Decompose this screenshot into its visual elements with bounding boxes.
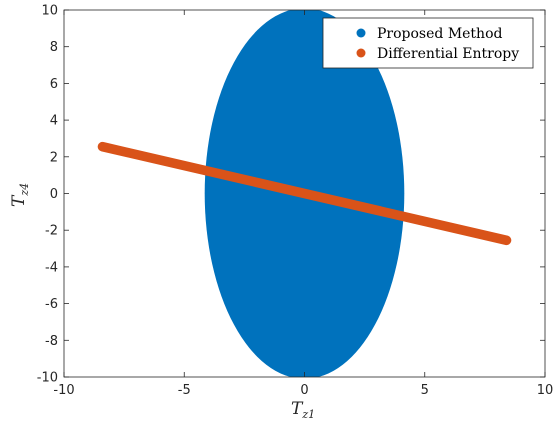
axes-layer <box>63 9 546 378</box>
y-tick-label: 2 <box>50 150 58 165</box>
y-tick-label: 8 <box>50 40 58 55</box>
legend-label-differential-entropy: Differential Entropy <box>377 46 519 62</box>
y-tick-label: 10 <box>41 4 58 19</box>
x-axis-title: Tz1 <box>291 399 315 421</box>
tick-label-layer: -10 -5 0 5 10 -10 -8 -6 -4 -2 0 2 4 6 8 10 <box>37 4 553 399</box>
x-tick-label: -5 <box>178 383 191 398</box>
y-tick-label: -8 <box>45 334 58 349</box>
y-axis-title: Tz4 <box>9 183 31 207</box>
series-layer <box>97 10 512 377</box>
series-differential-entropy-band <box>97 141 512 246</box>
y-tick-label: 0 <box>50 187 58 202</box>
y-tick-label: 6 <box>50 77 58 92</box>
legend: Proposed Method Differential Entropy <box>322 17 534 69</box>
x-tick-label: 0 <box>300 383 308 398</box>
y-tick-label: -6 <box>45 297 58 312</box>
x-tick-label: 5 <box>421 383 429 398</box>
y-tick-label: -10 <box>37 371 58 386</box>
x-tick-label: -10 <box>53 383 74 398</box>
legend-box <box>322 17 534 69</box>
x-tick-label: 10 <box>537 383 553 398</box>
y-tick-label: -4 <box>45 260 58 275</box>
legend-marker-proposed-method <box>356 28 366 38</box>
legend-marker-differential-entropy <box>356 48 366 58</box>
legend-label-proposed-method: Proposed Method <box>377 26 503 42</box>
y-tick-label: 4 <box>50 114 58 129</box>
y-tick-label: -2 <box>45 224 58 239</box>
